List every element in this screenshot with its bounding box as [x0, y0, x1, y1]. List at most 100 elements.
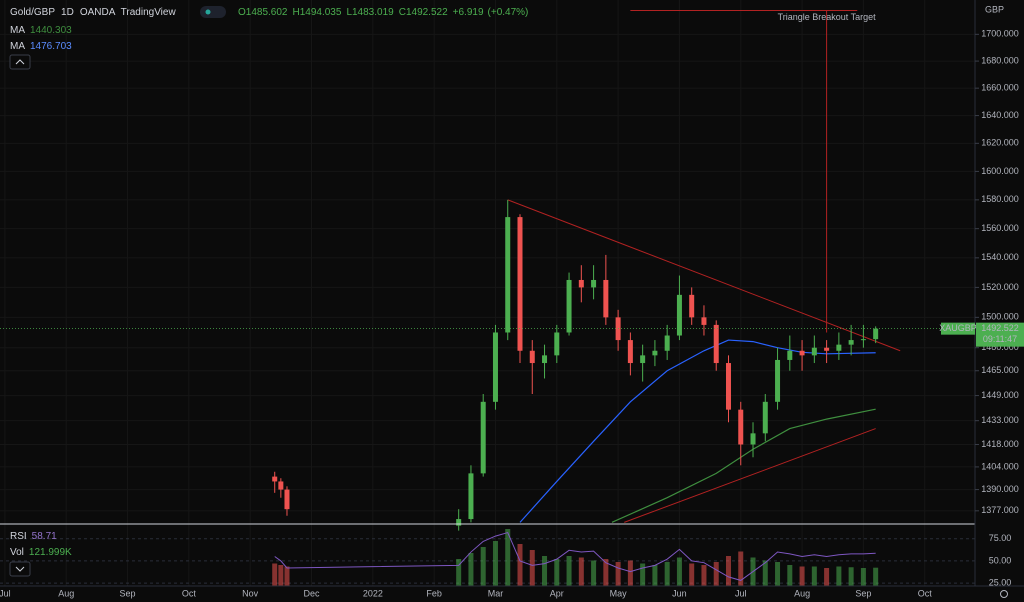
- rsi-legend: RSI 58.71: [10, 531, 57, 542]
- candle-body: [591, 279, 597, 288]
- candle-body: [468, 473, 474, 520]
- y-tick-label: 1449.000: [981, 390, 1019, 400]
- volume-bar: [640, 563, 646, 586]
- volume-bar: [505, 529, 511, 586]
- source: TradingView: [121, 7, 177, 18]
- x-tick-label: 2022: [363, 588, 383, 598]
- candle-body: [278, 481, 284, 490]
- interval: 1D: [61, 7, 74, 18]
- volume-bar: [799, 566, 805, 586]
- exchange: OANDA: [80, 7, 116, 18]
- volume-bar: [603, 559, 609, 586]
- high-value: H1494.035: [293, 7, 342, 18]
- candle-body: [860, 339, 866, 341]
- volume-bar: [272, 563, 278, 586]
- candle-body: [873, 328, 879, 340]
- x-tick-label: Sep: [855, 588, 871, 598]
- collapse-icon: [15, 566, 25, 572]
- ma-legend: MA 1440.303: [10, 25, 72, 36]
- candle-body: [554, 332, 560, 356]
- x-tick-label: Jul: [0, 588, 11, 598]
- y-tick-label: 1377.000: [981, 505, 1019, 515]
- trendline: [507, 199, 901, 352]
- candle-body: [652, 350, 658, 356]
- symbol-tag: [941, 322, 975, 335]
- rsi-line: [274, 531, 876, 581]
- volume-bar: [554, 559, 560, 586]
- y-tick-label: 1700.000: [981, 29, 1019, 39]
- y-tick-label: 1660.000: [981, 83, 1019, 93]
- volume-bar: [811, 566, 817, 586]
- x-tick-label: Nov: [242, 588, 259, 598]
- volume-bar: [664, 562, 670, 586]
- volume-bar: [775, 562, 781, 586]
- volume-bar: [787, 565, 793, 586]
- candle-body: [701, 317, 707, 325]
- low-value: L1483.019: [346, 7, 394, 18]
- candle-body: [505, 217, 511, 333]
- price-tag-value: 1492.522: [981, 323, 1019, 333]
- price-tag: [976, 322, 1024, 347]
- status-dot: [205, 9, 211, 15]
- y-tick-label: 1560.000: [981, 223, 1019, 233]
- indicator-pane: [0, 529, 975, 586]
- volume-bar: [492, 541, 498, 586]
- change: +6.919: [453, 7, 484, 18]
- close-value: C1492.522: [399, 7, 448, 18]
- settings-icon[interactable]: [1000, 590, 1008, 598]
- volume-bar: [873, 567, 879, 586]
- rsi-tick-label: 25.00: [989, 577, 1012, 587]
- volume-legend: Vol 121.999K: [10, 547, 72, 558]
- x-tick-label: Aug: [58, 588, 74, 598]
- x-tick-label: Feb: [426, 588, 442, 598]
- candle-body: [750, 433, 756, 445]
- x-tick-label: Apr: [550, 588, 564, 598]
- candle-body: [272, 476, 278, 482]
- volume-bar: [566, 556, 572, 586]
- y-tick-label: 1433.000: [981, 415, 1019, 425]
- volume-bar: [824, 568, 830, 586]
- legend-symbol: Gold/GBP 1D OANDA TradingView: [10, 7, 176, 18]
- collapse-button[interactable]: [9, 561, 31, 577]
- volume-bar: [615, 562, 621, 586]
- symbol-tag-label: XAUGBP: [939, 323, 977, 333]
- ma-value: 1476.703: [30, 41, 72, 52]
- y-tick-label: 1500.000: [981, 312, 1019, 322]
- status-pill[interactable]: [200, 6, 226, 18]
- rsi-value: 58.71: [32, 531, 57, 542]
- ma-value: 1440.303: [30, 25, 72, 36]
- y-tick-label: 1640.000: [981, 110, 1019, 120]
- symbol: Gold/GBP: [10, 7, 55, 18]
- volume-bar: [738, 551, 744, 586]
- volume-name: Vol: [10, 547, 24, 558]
- x-tick-label: Oct: [182, 588, 197, 598]
- rsi-tick-label: 50.00: [989, 555, 1012, 565]
- collapse-button[interactable]: [9, 54, 31, 70]
- candle-body: [627, 340, 633, 364]
- volume-bar: [468, 553, 474, 586]
- x-tick-label: Sep: [120, 588, 136, 598]
- volume-bar: [762, 560, 768, 586]
- candle-body: [713, 324, 719, 364]
- candle-body: [578, 279, 584, 288]
- volume-bar: [480, 547, 486, 586]
- candle-body: [811, 347, 817, 356]
- candle-body: [762, 401, 768, 434]
- change-percent: (+0.47%): [488, 7, 529, 18]
- x-tick-label: Mar: [488, 588, 504, 598]
- candle-body: [529, 350, 535, 364]
- candle-body: [824, 347, 830, 351]
- candle-body: [284, 489, 290, 510]
- collapse-icon: [15, 59, 25, 65]
- volume-bar: [529, 550, 535, 586]
- volume-bar: [689, 563, 695, 586]
- candle-body: [456, 519, 462, 526]
- x-tick-label: Jun: [672, 588, 687, 598]
- ma-name: MA: [10, 25, 25, 36]
- volume-bar: [713, 562, 719, 586]
- axes: 1377.000 1390.000 1404.000 1418.000 1433.000…: [0, 29, 1024, 598]
- volume-bar: [591, 560, 597, 586]
- y-tick-label: 1418.000: [981, 439, 1019, 449]
- currency-label[interactable]: GBP: [985, 4, 1004, 14]
